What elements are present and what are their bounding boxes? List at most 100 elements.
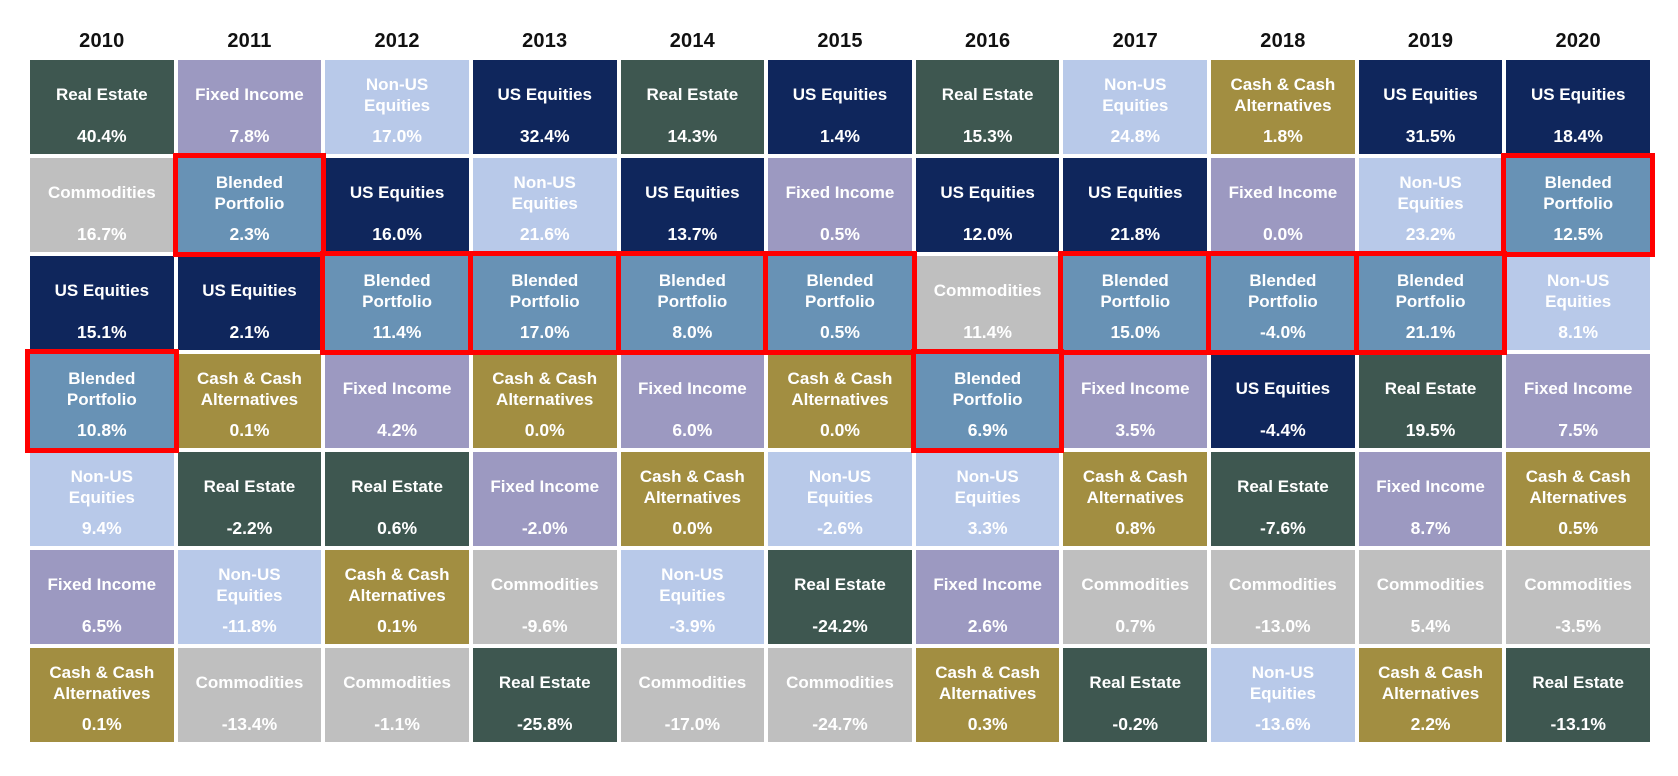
asset-return-value: 31.5% bbox=[1405, 125, 1456, 146]
asset-return-value: 32.4% bbox=[519, 125, 570, 146]
asset-return-value: 5.4% bbox=[1410, 615, 1451, 636]
return-cell-2010-rank-6: Fixed Income 6.5% bbox=[30, 550, 174, 644]
year-label-2017: 2017 bbox=[1112, 30, 1158, 52]
return-cell-2016-rank-4: Blended Portfolio 6.9% bbox=[915, 354, 1060, 448]
return-cell-2013-rank-1: US Equities 32.4% bbox=[472, 60, 617, 154]
asset-name-label: Commodities bbox=[343, 673, 451, 693]
return-cell-2015-rank-1: US Equities 1.4% bbox=[768, 60, 912, 154]
return-cell-2012-rank-6: Cash & Cash Alternatives 0.1% bbox=[325, 550, 469, 644]
asset-name-label: Commodities bbox=[933, 281, 1042, 301]
asset-return-value: 6.5% bbox=[81, 615, 122, 636]
asset-return-value: 0.5% bbox=[1558, 517, 1599, 538]
returns-grid: Real Estate 40.4% Fixed Income 7.8% Non-US E… bbox=[30, 60, 1650, 742]
return-cell-2019-rank-3: Blended Portfolio 21.1% bbox=[1358, 256, 1503, 350]
asset-return-value: 11.4% bbox=[963, 321, 1012, 342]
asset-name-label: US Equities bbox=[1088, 183, 1183, 203]
asset-name-label: US Equities bbox=[1383, 85, 1478, 105]
asset-return-value: 0.1% bbox=[81, 713, 122, 734]
asset-return-value: 1.8% bbox=[1262, 125, 1303, 146]
asset-name-label: Non-US Equities bbox=[1397, 172, 1464, 213]
return-cell-2020-rank-7: Real Estate -13.1% bbox=[1506, 648, 1650, 742]
asset-name-label: US Equities bbox=[54, 281, 150, 301]
asset-name-label: Cash & Cash Alternatives bbox=[49, 662, 155, 703]
return-cell-2012-rank-2: US Equities 16.0% bbox=[325, 158, 469, 252]
return-cell-2015-rank-3: Blended Portfolio 0.5% bbox=[768, 256, 912, 350]
asset-return-value: 0.0% bbox=[1262, 223, 1303, 244]
return-cell-2014-rank-7: Commodities -17.0% bbox=[620, 648, 765, 742]
asset-return-value: 9.4% bbox=[81, 517, 122, 538]
return-cell-2010-rank-1: Real Estate 40.4% bbox=[30, 60, 174, 154]
asset-return-value: -2.0% bbox=[521, 517, 568, 538]
asset-return-value: 16.0% bbox=[372, 223, 422, 244]
return-cell-2016-rank-5: Non-US Equities 3.3% bbox=[915, 452, 1060, 546]
asset-return-value: 2.3% bbox=[229, 223, 270, 244]
asset-return-value: -17.0% bbox=[664, 713, 721, 734]
asset-return-value: 6.0% bbox=[672, 419, 713, 440]
asset-name-label: Fixed Income bbox=[47, 575, 157, 595]
return-cell-2010-rank-5: Non-US Equities 9.4% bbox=[30, 452, 174, 546]
asset-return-value: 0.0% bbox=[524, 419, 565, 440]
asset-name-label: Fixed Income bbox=[785, 183, 895, 203]
asset-return-value: -2.2% bbox=[226, 517, 273, 538]
asset-name-label: US Equities bbox=[792, 85, 888, 105]
asset-return-value: -4.4% bbox=[1260, 419, 1306, 440]
return-cell-2014-rank-3: Blended Portfolio 8.0% bbox=[620, 256, 765, 350]
asset-name-label: Blended Portfolio bbox=[952, 368, 1023, 409]
year-label-2013: 2013 bbox=[522, 30, 568, 52]
return-cell-2011-rank-3: US Equities 2.1% bbox=[177, 256, 322, 350]
return-cell-2010-rank-4: Blended Portfolio 10.8% bbox=[30, 354, 174, 448]
return-cell-2015-rank-6: Real Estate -24.2% bbox=[768, 550, 912, 644]
asset-name-label: Commodities bbox=[1524, 575, 1633, 595]
year-label-2015: 2015 bbox=[817, 30, 863, 52]
asset-name-label: Fixed Income bbox=[638, 379, 747, 399]
asset-name-label: Commodities bbox=[786, 673, 894, 693]
asset-name-label: Commodities bbox=[638, 673, 747, 693]
asset-name-label: Cash & Cash Alternatives bbox=[197, 368, 302, 409]
asset-return-value: -1.1% bbox=[374, 713, 420, 734]
asset-return-value: 21.1% bbox=[1405, 321, 1456, 342]
asset-return-value: 21.8% bbox=[1110, 223, 1161, 244]
return-cell-2014-rank-1: Real Estate 14.3% bbox=[620, 60, 765, 154]
return-cell-2018-rank-5: Real Estate -7.6% bbox=[1211, 452, 1355, 546]
asset-name-label: US Equities bbox=[940, 183, 1035, 203]
return-cell-2015-rank-5: Non-US Equities -2.6% bbox=[768, 452, 912, 546]
return-cell-2013-rank-4: Cash & Cash Alternatives 0.0% bbox=[472, 354, 617, 448]
return-cell-2014-rank-4: Fixed Income 6.0% bbox=[620, 354, 765, 448]
return-cell-2011-rank-7: Commodities -13.4% bbox=[177, 648, 322, 742]
asset-return-value: 19.5% bbox=[1405, 419, 1456, 440]
asset-return-value: -3.9% bbox=[669, 615, 716, 636]
asset-return-value: 11.4% bbox=[372, 321, 422, 342]
asset-name-label: US Equities bbox=[1530, 85, 1626, 105]
asset-return-value: 0.5% bbox=[820, 223, 860, 244]
return-cell-2017-rank-2: US Equities 21.8% bbox=[1063, 158, 1208, 252]
asset-name-label: Cash & Cash Alternatives bbox=[1230, 74, 1336, 115]
asset-name-label: Commodities bbox=[1081, 575, 1190, 595]
asset-name-label: Blended Portfolio bbox=[362, 270, 433, 311]
asset-return-value: 0.7% bbox=[1115, 615, 1156, 636]
return-cell-2019-rank-1: US Equities 31.5% bbox=[1358, 60, 1503, 154]
asset-return-value: 15.0% bbox=[1110, 321, 1161, 342]
asset-name-label: Non-US Equities bbox=[68, 466, 135, 507]
asset-name-label: US Equities bbox=[1235, 379, 1331, 399]
asset-return-value: 2.1% bbox=[229, 321, 270, 342]
return-cell-2012-rank-3: Blended Portfolio 11.4% bbox=[325, 256, 469, 350]
return-cell-2012-rank-7: Commodities -1.1% bbox=[325, 648, 469, 742]
asset-return-value: -25.8% bbox=[516, 713, 573, 734]
asset-return-value: 12.0% bbox=[962, 223, 1013, 244]
year-label-2010: 2010 bbox=[79, 30, 125, 52]
asset-return-value: 23.2% bbox=[1405, 223, 1456, 244]
asset-name-label: Blended Portfolio bbox=[509, 270, 580, 311]
asset-name-label: Non-US Equities bbox=[1249, 662, 1316, 703]
asset-return-value: 17.0% bbox=[372, 125, 422, 146]
asset-return-value: 6.9% bbox=[967, 419, 1008, 440]
return-cell-2017-rank-6: Commodities 0.7% bbox=[1063, 550, 1208, 644]
asset-name-label: Non-US Equities bbox=[364, 74, 431, 115]
return-cell-2010-rank-3: US Equities 15.1% bbox=[30, 256, 174, 350]
return-cell-2020-rank-2: Blended Portfolio 12.5% bbox=[1506, 158, 1650, 252]
asset-return-value: 18.4% bbox=[1553, 125, 1603, 146]
asset-return-value: -24.7% bbox=[812, 713, 868, 734]
year-label-2012: 2012 bbox=[374, 30, 420, 52]
return-cell-2012-rank-5: Real Estate 0.6% bbox=[325, 452, 469, 546]
return-cell-2014-rank-6: Non-US Equities -3.9% bbox=[620, 550, 765, 644]
return-cell-2016-rank-7: Cash & Cash Alternatives 0.3% bbox=[915, 648, 1060, 742]
